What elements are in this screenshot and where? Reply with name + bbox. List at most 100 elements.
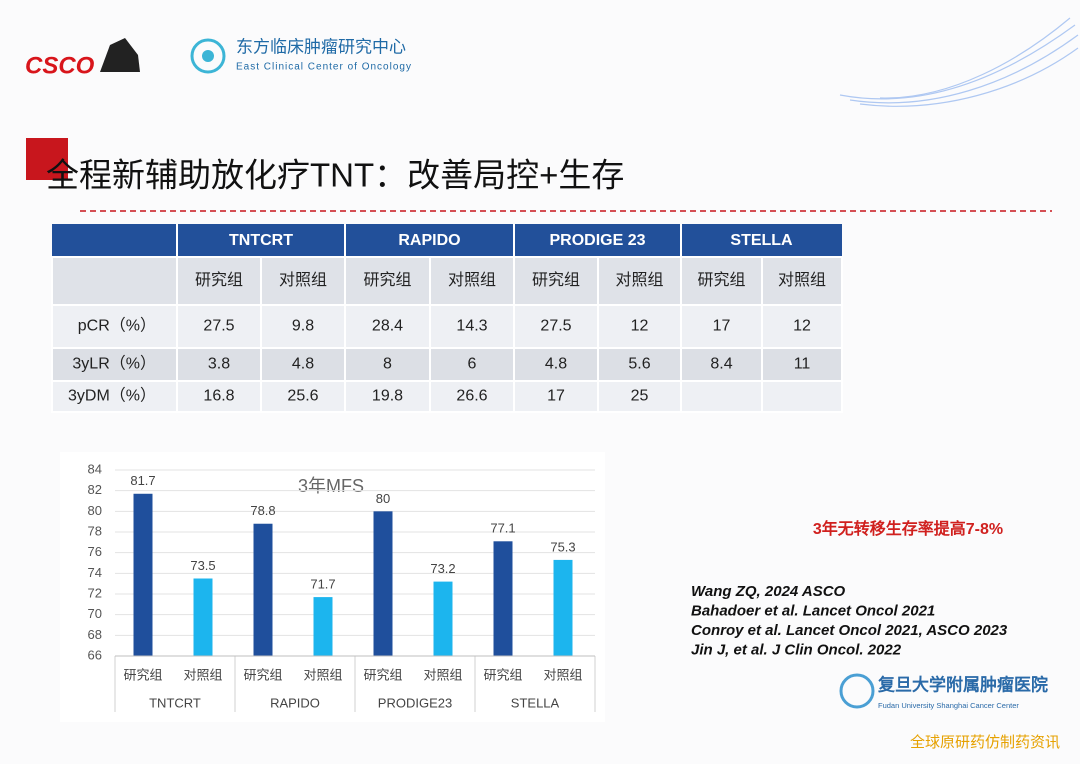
data-label: 75.3 <box>550 539 575 554</box>
y-tick-label: 70 <box>88 606 102 621</box>
group-header: TNTCRT <box>229 232 293 249</box>
subheader: 对照组 <box>279 271 327 289</box>
center-logo-dot <box>202 50 214 62</box>
subheader: 对照组 <box>448 271 496 289</box>
bar <box>133 493 153 656</box>
subheader: 研究组 <box>363 271 411 289</box>
cell <box>761 256 843 306</box>
group-header: STELLA <box>730 232 793 249</box>
y-tick-label: 66 <box>88 647 102 662</box>
y-tick-label: 78 <box>88 523 102 538</box>
bar <box>433 581 453 656</box>
cell <box>513 256 599 306</box>
cell <box>761 380 843 413</box>
cell-text: 25 <box>631 388 649 405</box>
cell-text: 4.8 <box>292 356 314 373</box>
subheader: 研究组 <box>532 271 580 289</box>
x-tick-label: 研究组 <box>483 667 522 682</box>
reference: Wang ZQ, 2024 ASCO <box>691 583 846 600</box>
cell-text: 17 <box>547 388 565 405</box>
y-tick-label: 84 <box>88 461 102 476</box>
cell <box>51 380 178 413</box>
bar <box>253 523 273 656</box>
chart-title: 3年MFS <box>298 476 364 496</box>
cell-text: 19.8 <box>372 388 403 405</box>
reference: Bahadoer et al. Lancet Oncol 2021 <box>691 602 935 619</box>
data-label: 78.8 <box>250 503 275 518</box>
cell-text: 26.6 <box>456 388 487 405</box>
title-marker <box>26 138 68 180</box>
cell-text: 27.5 <box>540 318 571 335</box>
cell-text: 8.4 <box>710 356 732 373</box>
cell-text: 11 <box>794 356 811 373</box>
cell <box>429 256 515 306</box>
data-label: 73.2 <box>430 561 455 576</box>
cell-text: 28.4 <box>372 318 403 335</box>
y-tick-label: 74 <box>88 565 102 580</box>
cell-text: 6 <box>468 356 477 373</box>
table: TNTCRT RAPIDO PRODIGE 23 STELLA 研究组 对照组 研究组 对照组… <box>51 224 843 413</box>
chart: 3年MFS 66 68 70 72 74 76 78 80 82 84 TNTCRT 81.7 研究组 73… <box>88 461 596 712</box>
org-name-cn: 东方临床肿瘤研究中心 <box>236 37 406 56</box>
bar <box>313 597 333 656</box>
cell <box>344 256 431 306</box>
logo-text: CSCO <box>25 52 95 79</box>
cell <box>344 304 431 349</box>
y-tick-label: 68 <box>88 627 102 642</box>
data-label: 71.7 <box>310 577 335 592</box>
cell-text: 5.6 <box>628 356 650 373</box>
org-name-en: East Clinical Center of Oncology <box>236 62 412 73</box>
cell-text: 17 <box>713 318 731 335</box>
bar <box>373 511 393 656</box>
subheader: 对照组 <box>615 271 663 289</box>
header-row <box>52 224 842 257</box>
cell-text: 12 <box>793 318 811 335</box>
row-label: 3yDM（%） <box>68 387 156 405</box>
references: Wang ZQ, 2024 ASCO Bahadoer et al. Lancet… <box>691 583 1008 659</box>
swoosh <box>839 17 1079 107</box>
cell-text: 16.8 <box>203 388 234 405</box>
cell <box>260 304 346 349</box>
cell-text: 8 <box>383 356 392 373</box>
x-tick-label: 对照组 <box>183 667 222 682</box>
bar <box>193 578 213 656</box>
cell <box>761 304 843 349</box>
bar <box>493 541 513 656</box>
row-label: 3yLR（%） <box>72 355 156 373</box>
slide-title: 全程新辅助放化疗TNT：改善局控+生存 <box>46 157 624 194</box>
cell <box>51 256 178 306</box>
cell-text: 3.8 <box>208 356 230 373</box>
cell <box>513 347 599 382</box>
reference: Conroy et al. Lancet Oncol 2021, ASCO 20… <box>691 622 1008 639</box>
x-tick-label: 研究组 <box>123 667 162 682</box>
cell <box>429 347 515 382</box>
y-tick-label: 72 <box>88 585 102 600</box>
y-tick-label: 80 <box>88 503 102 518</box>
footer-logo <box>839 673 875 709</box>
x-group-label: RAPIDO <box>270 695 320 710</box>
data-label: 73.5 <box>190 558 215 573</box>
data-label: 77.1 <box>490 521 515 536</box>
cell <box>176 380 262 413</box>
x-group-label: TNTCRT <box>149 695 201 710</box>
subheader: 研究组 <box>195 271 243 289</box>
x-tick-label: 对照组 <box>543 667 582 682</box>
y-tick-label: 82 <box>88 482 102 497</box>
cell <box>344 380 431 413</box>
x-tick-label: 研究组 <box>363 667 402 682</box>
x-group-label: STELLA <box>511 695 560 710</box>
bar <box>553 559 573 656</box>
group-header: PRODIGE 23 <box>549 232 645 249</box>
cell-text: 27.5 <box>203 318 234 335</box>
logo-icon <box>100 38 140 72</box>
reference: Jin J, et al. J Clin Oncol. 2022 <box>691 641 902 658</box>
x-tick-label: 研究组 <box>243 667 282 682</box>
cell <box>597 304 682 349</box>
watermark: 全球原研药仿制药资讯 <box>910 733 1060 751</box>
cell <box>260 347 346 382</box>
cell-text: 12 <box>631 318 649 335</box>
x-tick-label: 对照组 <box>423 667 462 682</box>
footer-org-en: Fudan University Shanghai Cancer Center <box>878 701 1019 710</box>
highlight-note: 3年无转移生存率提高7-8% <box>813 519 1003 538</box>
